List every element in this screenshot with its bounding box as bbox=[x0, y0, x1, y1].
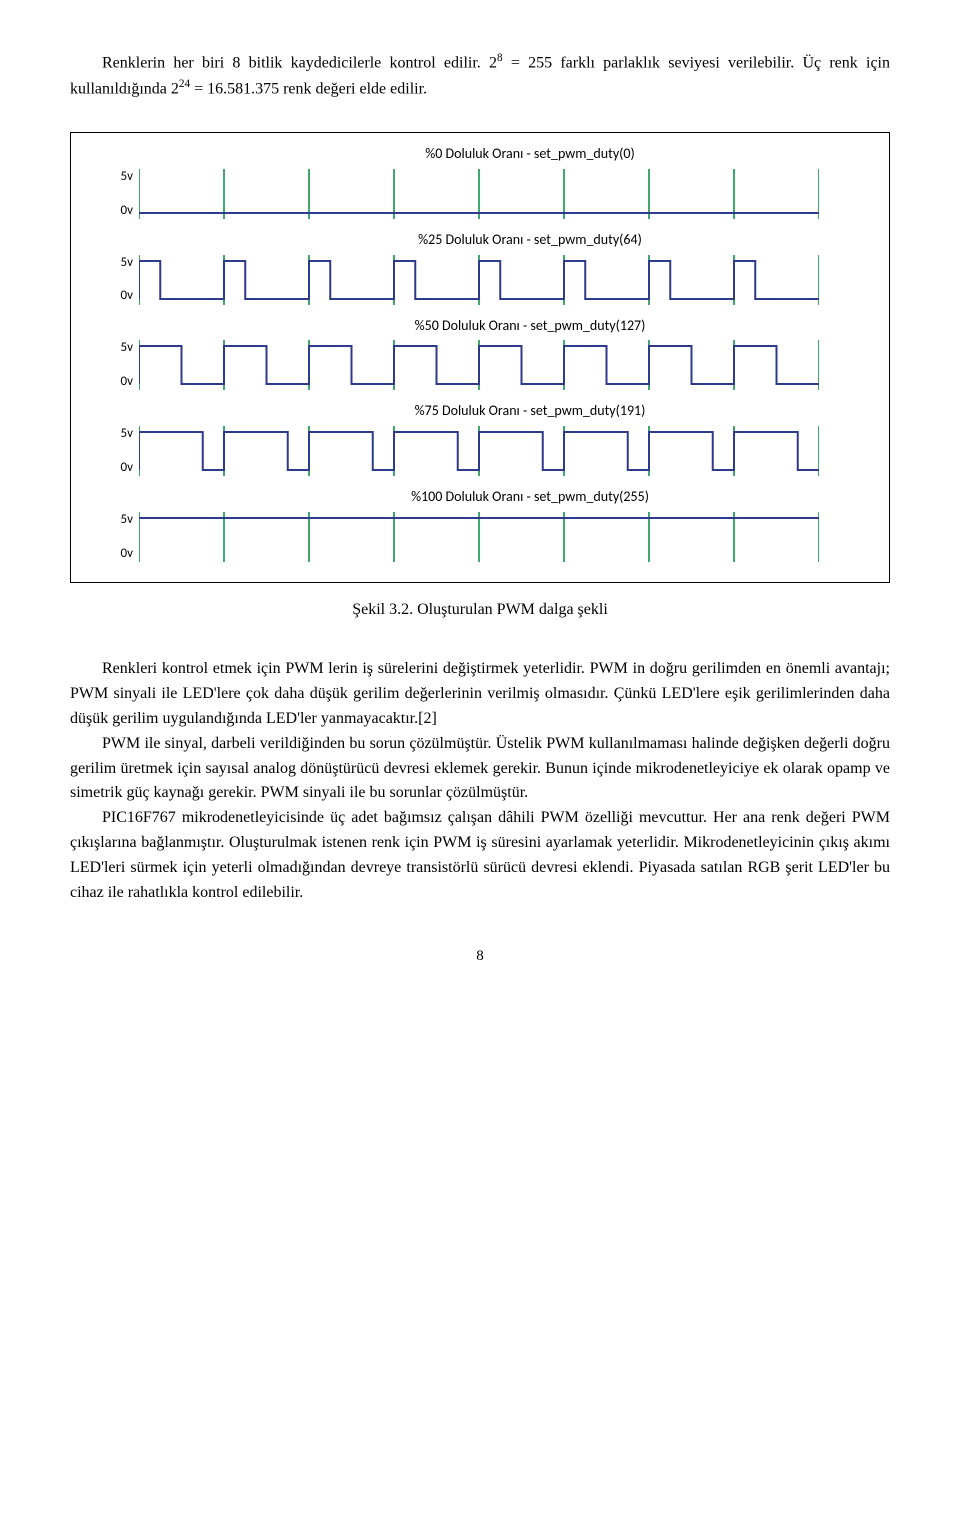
page-number: 8 bbox=[70, 945, 890, 968]
waveform-wrap: 5v0v bbox=[111, 510, 869, 564]
body-p2: PWM ile sinyal, darbeli verildiğinden bu… bbox=[70, 732, 890, 806]
waveform-row: %0 Doluluk Oranı - set_pwm_duty(0)5v0v bbox=[111, 143, 869, 221]
y-axis-labels: 5v0v bbox=[111, 510, 133, 564]
waveform-wrap: 5v0v bbox=[111, 167, 869, 221]
intro-paragraph: Renklerin her biri 8 bitlik kaydediciler… bbox=[70, 50, 890, 102]
waveform-wrap: 5v0v bbox=[111, 338, 869, 392]
pwm-figure-box: %0 Doluluk Oranı - set_pwm_duty(0)5v0v%2… bbox=[70, 132, 890, 582]
waveform-title: %25 Doluluk Oranı - set_pwm_duty(64) bbox=[111, 229, 869, 251]
waveform-row: %50 Doluluk Oranı - set_pwm_duty(127)5v0… bbox=[111, 315, 869, 393]
y-axis-labels: 5v0v bbox=[111, 338, 133, 392]
y-axis-labels: 5v0v bbox=[111, 424, 133, 478]
waveform-row: %100 Doluluk Oranı - set_pwm_duty(255)5v… bbox=[111, 486, 869, 564]
waveform-wrap: 5v0v bbox=[111, 424, 869, 478]
waveform-row: %75 Doluluk Oranı - set_pwm_duty(191)5v0… bbox=[111, 400, 869, 478]
y-axis-labels: 5v0v bbox=[111, 167, 133, 221]
intro-text-a: Renklerin her biri 8 bitlik kaydediciler… bbox=[102, 54, 497, 71]
intro-text-c: = 16.581.375 renk değeri elde edilir. bbox=[190, 80, 427, 97]
waveform-row: %25 Doluluk Oranı - set_pwm_duty(64)5v0v bbox=[111, 229, 869, 307]
waveform-svg bbox=[139, 510, 819, 564]
body-p3: PIC16F767 mikrodenetleyicisinde üç adet … bbox=[70, 806, 890, 905]
waveform-title: %50 Doluluk Oranı - set_pwm_duty(127) bbox=[111, 315, 869, 337]
waveform-title: %75 Doluluk Oranı - set_pwm_duty(191) bbox=[111, 400, 869, 422]
waveform-title: %0 Doluluk Oranı - set_pwm_duty(0) bbox=[111, 143, 869, 165]
body-text: Renkleri kontrol etmek için PWM lerin iş… bbox=[70, 657, 890, 905]
waveform-title: %100 Doluluk Oranı - set_pwm_duty(255) bbox=[111, 486, 869, 508]
waveform-wrap: 5v0v bbox=[111, 253, 869, 307]
body-p1: Renkleri kontrol etmek için PWM lerin iş… bbox=[70, 657, 890, 731]
figure-caption: Şekil 3.2. Oluşturulan PWM dalga şekli bbox=[70, 598, 890, 623]
waveform-svg bbox=[139, 167, 819, 221]
intro-exp2: 24 bbox=[179, 78, 190, 90]
waveform-svg bbox=[139, 338, 819, 392]
waveform-svg bbox=[139, 253, 819, 307]
waveform-svg bbox=[139, 424, 819, 478]
y-axis-labels: 5v0v bbox=[111, 253, 133, 307]
